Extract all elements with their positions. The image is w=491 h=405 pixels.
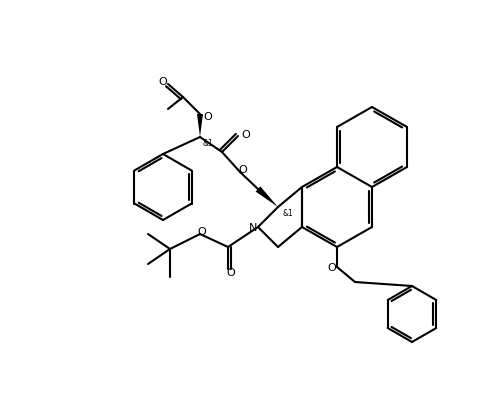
Text: O: O (159, 77, 167, 87)
Text: O: O (204, 112, 213, 122)
Text: O: O (197, 226, 206, 237)
Text: O: O (327, 262, 336, 272)
Text: N: N (249, 222, 257, 232)
Text: O: O (242, 130, 250, 140)
Text: &1: &1 (283, 208, 294, 217)
Polygon shape (197, 115, 203, 138)
Text: O: O (227, 267, 235, 277)
Text: O: O (239, 164, 247, 175)
Polygon shape (256, 187, 278, 207)
Text: &1: &1 (203, 138, 214, 147)
